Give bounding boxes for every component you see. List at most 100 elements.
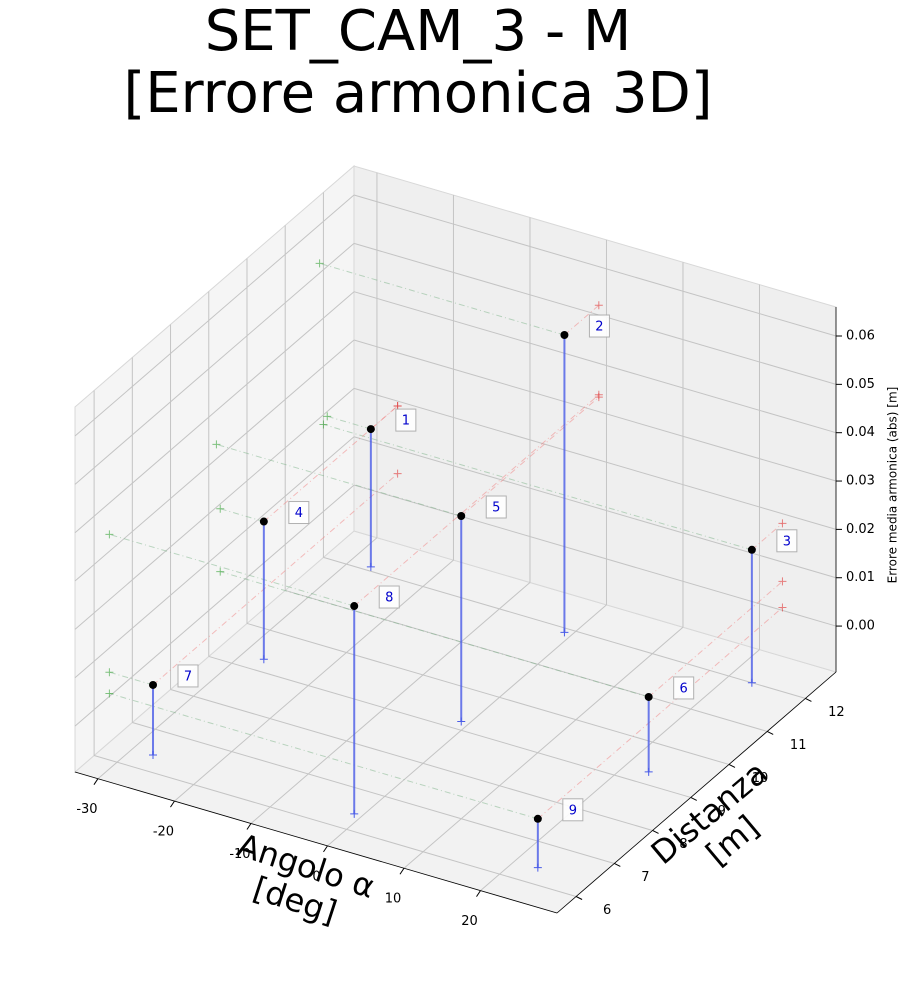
point-label-box bbox=[776, 529, 798, 553]
grid-line bbox=[74, 339, 355, 582]
side-projection bbox=[105, 689, 114, 698]
back-projection bbox=[778, 603, 787, 612]
back-projection bbox=[778, 519, 787, 528]
projection-line bbox=[220, 571, 649, 698]
y-tick-label: 10 bbox=[752, 771, 769, 786]
projection-line bbox=[327, 415, 371, 430]
chart-title: [Errore armonica 3D] bbox=[123, 61, 712, 126]
back-projection bbox=[778, 577, 787, 586]
projection-line bbox=[460, 396, 600, 517]
projection-line bbox=[109, 671, 154, 686]
stem-base bbox=[457, 717, 466, 726]
y-tick-label: 7 bbox=[641, 870, 649, 885]
projection-line bbox=[109, 533, 355, 607]
projection-line bbox=[216, 443, 462, 517]
projection-line bbox=[152, 473, 398, 686]
side-projection bbox=[323, 412, 332, 421]
point-label: 4 bbox=[295, 506, 303, 521]
point bbox=[350, 602, 359, 611]
x-tick bbox=[476, 890, 481, 897]
z-tick-label: 0.01 bbox=[846, 570, 875, 585]
projection-line bbox=[263, 405, 398, 522]
grid-line bbox=[132, 721, 615, 864]
z-tick-label: 0.06 bbox=[846, 329, 875, 344]
grid-line bbox=[353, 387, 837, 530]
z-tick-label: 0.03 bbox=[846, 474, 875, 489]
grid-line bbox=[250, 582, 531, 824]
projection-line bbox=[319, 262, 565, 336]
point-label-box bbox=[588, 314, 610, 338]
grid-line bbox=[74, 291, 355, 534]
y-tick bbox=[652, 830, 659, 834]
y-tick-label: 8 bbox=[679, 837, 687, 852]
z-tick-label: 0.02 bbox=[846, 522, 875, 537]
y-tick-label: 11 bbox=[790, 738, 807, 753]
point-label: 1 bbox=[402, 414, 410, 429]
grid-line bbox=[403, 626, 684, 869]
grid-line bbox=[327, 604, 607, 847]
point-label: 8 bbox=[385, 591, 393, 606]
y-tick bbox=[690, 797, 697, 801]
y-tick bbox=[766, 730, 774, 735]
y-tick-label: 9 bbox=[718, 804, 726, 819]
y-axis-line bbox=[556, 671, 837, 914]
side-projection bbox=[105, 668, 114, 677]
side-projection bbox=[216, 504, 225, 513]
projection-line bbox=[353, 394, 600, 607]
y-tick-label: 6 bbox=[603, 903, 611, 918]
grid-line bbox=[353, 436, 837, 579]
point-label-box bbox=[177, 664, 199, 688]
grid-line bbox=[97, 537, 378, 780]
point-label-box bbox=[485, 495, 507, 519]
point-label-box bbox=[395, 408, 417, 432]
point-label: 2 bbox=[595, 320, 603, 335]
y-tick bbox=[728, 763, 736, 768]
grid-line bbox=[74, 388, 355, 630]
stem-base bbox=[366, 562, 375, 571]
point-label: 6 bbox=[680, 681, 688, 696]
stem-base bbox=[747, 678, 756, 687]
side-projection bbox=[216, 567, 225, 576]
y-tick bbox=[614, 863, 621, 867]
grid-line bbox=[353, 339, 837, 482]
projection-line bbox=[323, 423, 753, 551]
side-projection bbox=[319, 420, 328, 429]
grid-line bbox=[74, 436, 355, 679]
grid-line bbox=[74, 194, 355, 437]
x-axis-line bbox=[74, 771, 558, 914]
stem-base bbox=[560, 628, 569, 637]
point-label-box bbox=[673, 676, 695, 700]
stem-base bbox=[644, 767, 653, 776]
point bbox=[457, 512, 466, 521]
point bbox=[644, 692, 653, 701]
x-tick bbox=[170, 800, 175, 808]
x-tick bbox=[399, 867, 405, 875]
grid-line bbox=[353, 242, 837, 385]
x-tick-label: -20 bbox=[153, 825, 174, 840]
back-projection bbox=[594, 390, 603, 399]
point bbox=[560, 331, 569, 340]
projection-line bbox=[220, 508, 264, 523]
point-label: 9 bbox=[569, 803, 577, 818]
chart-title: SET_CAM_3 - M bbox=[205, 0, 632, 64]
x-tick-label: -30 bbox=[76, 802, 97, 817]
y-tick bbox=[575, 896, 583, 900]
x-tick-label: 10 bbox=[385, 892, 402, 907]
point-label: 7 bbox=[184, 669, 192, 684]
grid-line bbox=[353, 291, 837, 434]
grid-line bbox=[93, 755, 577, 897]
x-tick-label: -10 bbox=[229, 847, 250, 862]
back-projection bbox=[393, 469, 402, 478]
grid-line bbox=[74, 484, 355, 727]
z-tick-label: 0.04 bbox=[846, 425, 875, 440]
stem-base bbox=[259, 655, 268, 664]
projection-line bbox=[537, 607, 783, 820]
stem-base bbox=[149, 751, 158, 760]
stem-base bbox=[350, 809, 359, 818]
x-tick bbox=[246, 823, 252, 830]
point-label-box bbox=[288, 501, 310, 525]
point-label: 3 bbox=[783, 534, 791, 549]
side-projection bbox=[315, 259, 324, 268]
point bbox=[533, 814, 542, 823]
